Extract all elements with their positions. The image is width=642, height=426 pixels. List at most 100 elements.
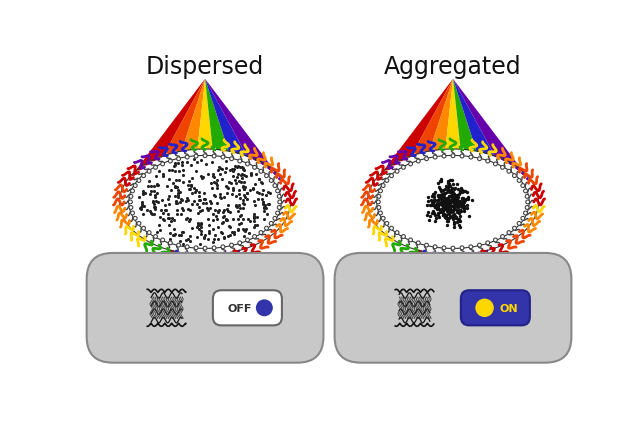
Point <box>424 217 435 224</box>
Point <box>248 186 258 193</box>
Point <box>438 201 449 207</box>
Point <box>443 202 453 209</box>
Circle shape <box>278 201 282 204</box>
Point <box>453 216 463 223</box>
Point <box>239 233 249 239</box>
Point <box>441 207 451 213</box>
Point <box>175 199 185 205</box>
Point <box>191 168 202 175</box>
Point <box>435 178 446 185</box>
Point <box>173 161 183 167</box>
Point <box>218 236 229 242</box>
Point <box>208 217 218 224</box>
Point <box>447 203 458 210</box>
Point <box>164 167 174 174</box>
Point <box>446 200 456 207</box>
Point <box>454 198 464 205</box>
Point <box>442 197 452 204</box>
Point <box>458 205 469 212</box>
Point <box>433 212 443 219</box>
Point <box>446 207 456 214</box>
FancyBboxPatch shape <box>461 291 530 325</box>
Point <box>231 174 241 181</box>
Point <box>186 182 196 189</box>
Point <box>233 208 243 215</box>
Point <box>194 190 204 196</box>
Point <box>221 216 231 223</box>
Point <box>427 210 437 217</box>
Point <box>426 193 437 200</box>
Point <box>446 185 456 192</box>
Point <box>178 172 188 179</box>
Point <box>428 198 438 205</box>
Point <box>211 213 221 220</box>
Point <box>242 196 252 203</box>
Circle shape <box>137 222 141 226</box>
Point <box>239 187 250 193</box>
Point <box>254 190 265 197</box>
Point <box>205 198 215 204</box>
Point <box>229 231 239 238</box>
Point <box>444 203 455 210</box>
Circle shape <box>409 163 413 167</box>
Point <box>451 216 461 222</box>
Point <box>450 195 460 202</box>
Point <box>445 189 455 196</box>
Point <box>444 198 454 204</box>
Point <box>451 201 461 207</box>
Point <box>240 173 250 180</box>
Point <box>228 185 238 192</box>
Point <box>436 199 446 206</box>
Point <box>219 234 229 241</box>
Point <box>207 239 218 246</box>
Circle shape <box>395 231 399 235</box>
Circle shape <box>379 212 383 216</box>
Point <box>230 163 241 170</box>
Point <box>200 196 210 203</box>
Point <box>442 207 452 214</box>
Point <box>449 204 459 211</box>
Point <box>440 186 450 193</box>
Point <box>458 199 469 206</box>
Point <box>257 181 267 187</box>
Point <box>447 195 458 202</box>
Circle shape <box>433 245 437 249</box>
Point <box>441 203 451 210</box>
Point <box>451 198 461 205</box>
Point <box>177 162 187 169</box>
Point <box>433 201 444 208</box>
Point <box>198 174 208 181</box>
Point <box>202 205 212 212</box>
Point <box>437 199 447 205</box>
Point <box>170 183 180 190</box>
Point <box>222 217 232 224</box>
Point <box>443 203 453 210</box>
Circle shape <box>390 174 394 178</box>
Point <box>435 178 446 185</box>
Point <box>439 196 449 203</box>
Point <box>435 209 445 216</box>
Point <box>433 193 443 200</box>
Point <box>196 221 207 227</box>
Point <box>166 187 177 194</box>
Point <box>195 208 205 215</box>
Point <box>444 201 455 208</box>
Point <box>182 206 193 213</box>
Point <box>220 169 230 176</box>
Point <box>430 213 440 219</box>
Point <box>164 230 175 237</box>
Point <box>249 211 259 218</box>
Point <box>193 220 203 227</box>
Point <box>214 207 225 214</box>
Point <box>221 183 231 190</box>
Point <box>444 213 455 220</box>
Circle shape <box>401 235 405 239</box>
Point <box>185 238 195 245</box>
Point <box>440 204 450 211</box>
Point <box>209 236 219 242</box>
Point <box>252 222 262 229</box>
Point <box>178 167 188 174</box>
Point <box>202 216 213 223</box>
Point <box>153 168 164 175</box>
Point <box>457 204 467 210</box>
